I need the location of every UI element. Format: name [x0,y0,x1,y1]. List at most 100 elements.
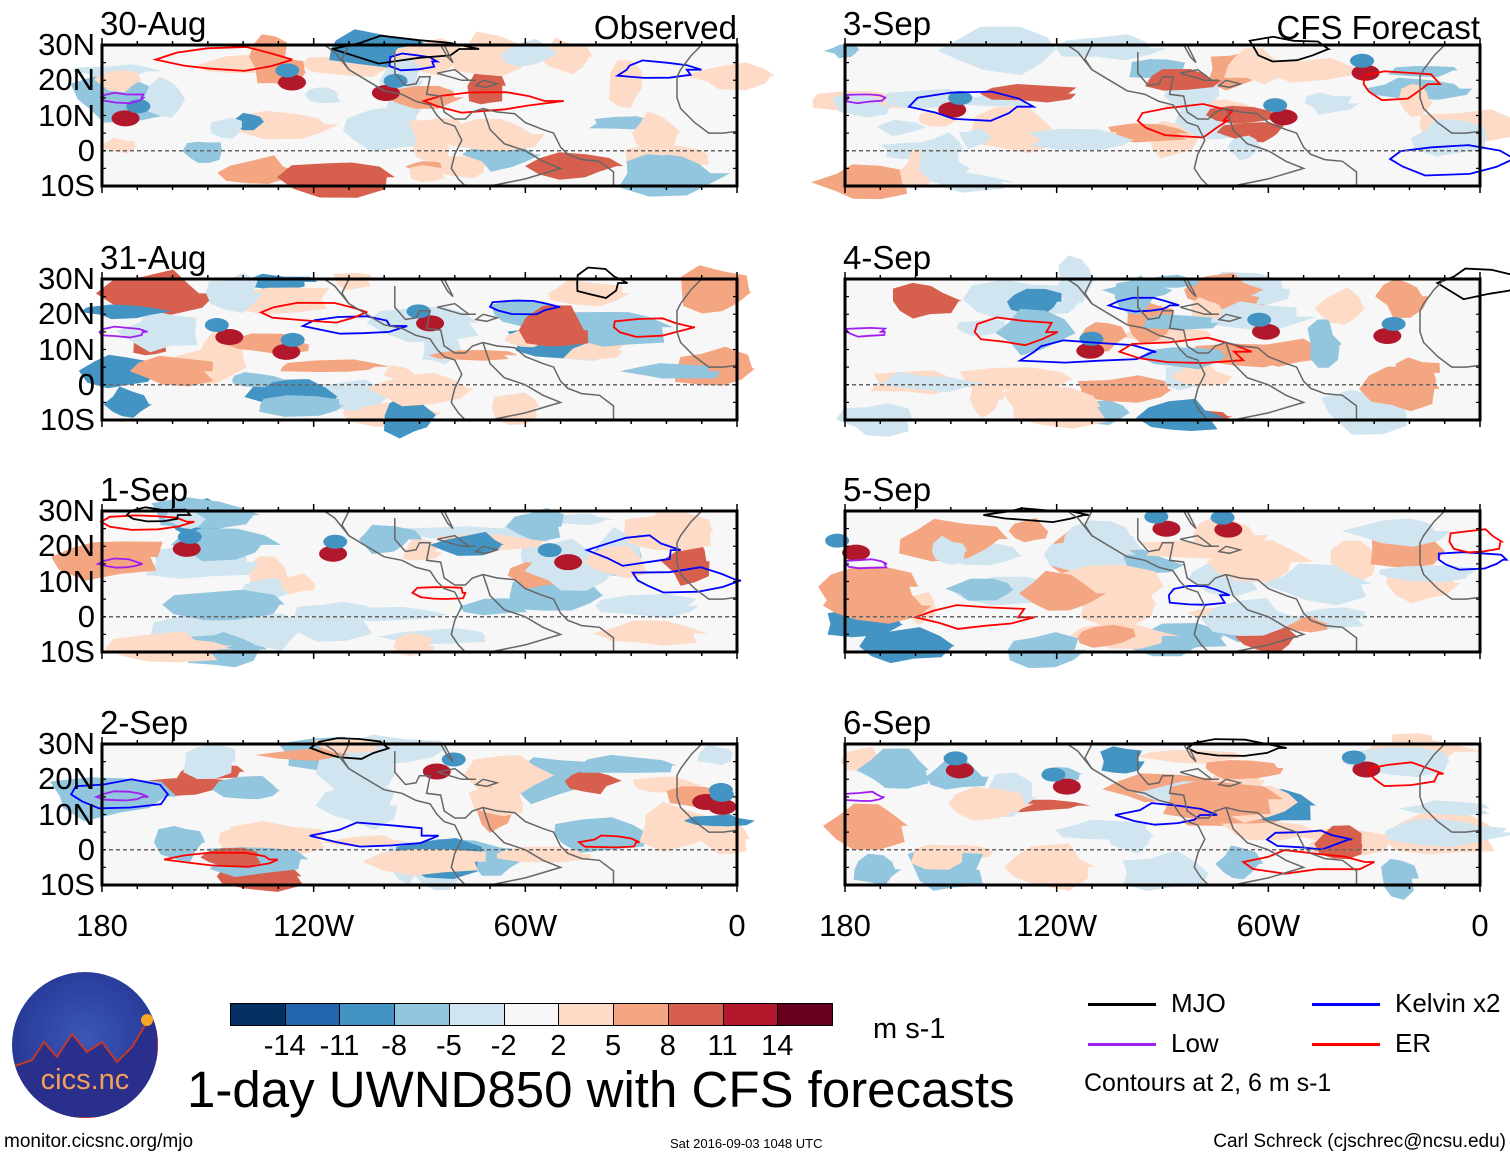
westerly-anomaly-shading [1395,357,1440,389]
y-tick-label: 10N [38,331,95,367]
strong-westerly-anomaly [842,544,871,561]
strong-westerly-anomaly [1352,761,1381,778]
low-contour [843,93,887,105]
westerly-anomaly-shading [1001,385,1108,429]
legend-line-kelvin-x2 [1312,1003,1380,1006]
westerly-anomaly-shading [1398,84,1434,117]
westerly-anomaly-shading [439,155,488,179]
y-tick-label: 30N [38,726,95,761]
westerly-anomaly-shading [1008,517,1049,543]
strong-easterly-anomaly [1144,509,1169,524]
legend-label: MJO [1171,988,1226,1018]
strong-easterly-anomaly [177,529,202,544]
er-contour [1448,528,1505,554]
westerly-anomaly-shading [1077,624,1136,648]
westerly-anomaly-shading [822,591,932,624]
y-tick-label: 0 [77,366,95,402]
footer-url[interactable]: monitor.cicsnc.org/mjo [4,1131,194,1152]
kelvin-contour [907,90,1037,122]
colorbar-label: 8 [659,1030,676,1062]
coastline [1419,743,1481,833]
map-panel-5-sep: 5-Sep [818,473,1509,669]
colorbar-swatch [613,1003,669,1026]
coastline [1217,778,1243,788]
westerly-anomaly-shading [367,372,474,407]
strong-westerly-anomaly [278,74,307,91]
colorbar-swatch [722,1003,779,1026]
westerly-anomaly-shading [639,801,715,852]
westerly-anomaly-shading [1221,822,1322,841]
uwnd850-map [78,265,756,439]
westerly-anomaly-shading [1224,48,1288,85]
easterly-anomaly-shading [1398,800,1490,816]
easterly-anomaly-shading [1261,563,1373,606]
easterly-anomaly-shading [859,627,955,664]
figure-title: 1-day UWND850 with CFS forecasts [187,1061,1015,1118]
colorbar-label: -2 [490,1030,517,1062]
westerly-anomaly-shading [95,269,217,315]
westerly-anomaly-shading [948,787,1034,821]
kelvin-contour [300,315,408,335]
coastline [676,44,738,134]
colorbar-swatch [777,1003,833,1026]
coastline [436,534,476,548]
westerly-anomaly-shading [971,106,1056,154]
x-tick-label: 120W [273,908,355,943]
y-tick-label: 10S [39,634,95,669]
easterly-anomaly-shading [384,396,437,439]
coastline [482,807,563,886]
kelvin-contour [1265,829,1353,851]
uwnd850-map [818,504,1509,669]
westerly-anomaly-shading [1216,122,1285,143]
easterly-anomaly-shading [1121,628,1210,657]
coastline [323,510,466,653]
coastline [440,510,454,530]
strong-easterly-anomaly [943,751,968,766]
westerly-anomaly-shading [1205,760,1284,780]
easterly-anomaly-shading [162,589,285,621]
kelvin-contour [309,821,439,848]
colorbar-swatch [448,1003,505,1026]
westerly-anomaly-shading [1314,825,1363,860]
easterly-anomaly-shading [697,743,735,766]
strong-westerly-anomaly [272,343,301,360]
low-contour [93,790,149,802]
uwnd850-map [823,733,1510,900]
coastline [1217,545,1243,555]
strong-easterly-anomaly [275,63,300,78]
colorbar-label: -11 [319,1030,360,1062]
coastline [1084,743,1093,770]
strong-easterly-anomaly [1381,316,1406,331]
westerly-anomaly-shading [280,573,316,595]
strong-easterly-anomaly [537,543,562,558]
kelvin-contour [1114,802,1218,826]
coastline [323,44,466,187]
colorbar-swatch [394,1003,450,1026]
y-tick-label: 30N [38,493,95,528]
strong-westerly-anomaly [371,84,400,101]
easterly-anomaly-shading [212,775,280,800]
x-tick-label: 60W [1236,908,1301,943]
strong-westerly-anomaly [422,763,451,780]
westerly-anomaly-shading [1261,57,1364,83]
coastline [341,278,350,305]
uwnd850-map [51,497,742,668]
kelvin-contour [1106,296,1180,313]
coastline [1217,79,1243,89]
panel-date: 1-Sep [100,471,189,508]
strong-westerly-anomaly [1052,778,1081,795]
legend-line-low [1088,1043,1156,1046]
westerly-anomaly-shading [685,62,775,91]
coastline [1419,44,1481,134]
coastline [341,44,350,71]
coastline [1084,44,1093,71]
colorbar-label: -8 [381,1030,408,1062]
coastline [482,574,563,653]
er-contour [576,834,640,849]
coastline [440,743,454,763]
panel-source-label: CFS Forecast [1276,9,1480,46]
westerly-anomaly-shading [1077,375,1172,403]
strong-westerly-anomaly [1152,520,1181,537]
westerly-anomaly-shading [98,137,137,154]
cics-logo: cics.nc [12,972,158,1118]
